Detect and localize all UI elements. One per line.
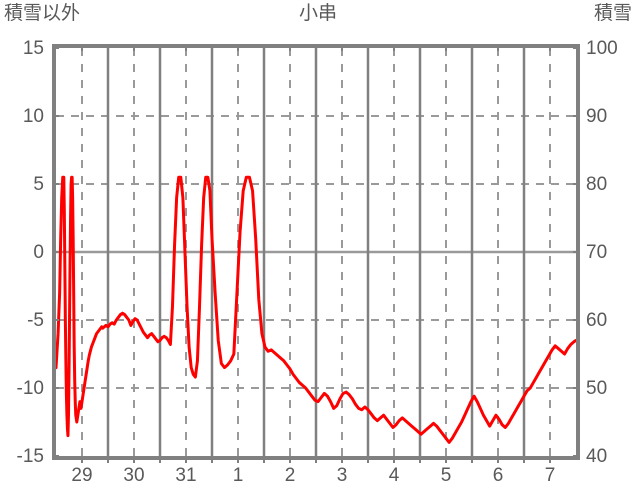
x-tick-3: 3 (336, 465, 348, 486)
y-tick-left--10: -10 (16, 378, 44, 399)
y-tick-right-50: 50 (586, 378, 608, 399)
y-tick-left-10: 10 (22, 106, 44, 127)
chart-canvas (56, 48, 576, 456)
chart-title: 小串 (298, 3, 337, 24)
right-axis-title: 積雪 (593, 3, 632, 24)
y-tick-right-90: 90 (586, 106, 608, 127)
x-tick-29: 29 (71, 465, 93, 486)
x-tick-4: 4 (388, 465, 400, 486)
x-tick-31: 31 (175, 465, 197, 486)
series-1-line (56, 175, 576, 444)
y-tick-right-80: 80 (586, 174, 608, 195)
x-tick-1: 1 (232, 465, 244, 486)
y-tick-right-100: 100 (586, 38, 618, 59)
plot-area (52, 44, 580, 460)
y-tick-left-15: 15 (22, 38, 44, 59)
left-axis-title: 積雪以外 (4, 3, 81, 24)
x-tick-7: 7 (544, 465, 556, 486)
x-tick-2: 2 (284, 465, 296, 486)
y-tick-right-60: 60 (586, 310, 608, 331)
y-tick-left--5: -5 (27, 310, 44, 331)
plot-inner (56, 48, 576, 456)
y-tick-right-40: 40 (586, 446, 608, 467)
y-tick-left-0: 0 (33, 242, 44, 263)
x-tick-5: 5 (440, 465, 452, 486)
x-tick-6: 6 (492, 465, 504, 486)
y-tick-right-70: 70 (586, 242, 608, 263)
y-tick-left-5: 5 (33, 174, 44, 195)
y-tick-left--15: -15 (16, 446, 44, 467)
x-tick-30: 30 (123, 465, 145, 486)
